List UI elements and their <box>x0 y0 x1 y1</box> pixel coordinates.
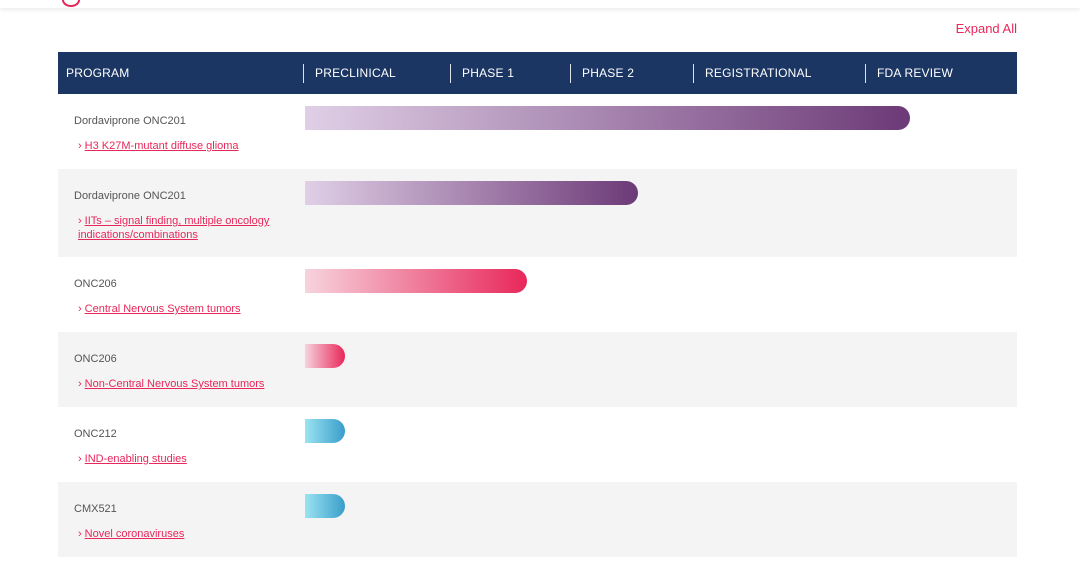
progress-bar <box>305 494 345 518</box>
progress-bar <box>305 344 345 368</box>
indication-link[interactable]: › H3 K27M-mutant diffuse glioma <box>78 139 303 153</box>
indication-link[interactable]: › Novel coronaviruses <box>78 527 303 541</box>
program-name: ONC206 <box>74 278 117 290</box>
logo-icon <box>62 0 80 7</box>
program-name: CMX521 <box>74 503 117 515</box>
program-name: ONC212 <box>74 428 117 440</box>
expand-all-link[interactable]: Expand All <box>955 21 1017 36</box>
table-row: Dordaviprone ONC201 › H3 K27M-mutant diff… <box>58 94 1017 169</box>
indication-label: Central Nervous System tumors <box>84 303 241 315</box>
column-header-preclinical: PRECLINICAL <box>303 52 396 94</box>
program-name: Dordaviprone ONC201 <box>74 190 186 202</box>
indication-link[interactable]: › Non-Central Nervous System tumors <box>78 377 303 391</box>
indication-label: H3 K27M-mutant diffuse glioma <box>84 140 239 152</box>
program-name: Dordaviprone ONC201 <box>74 115 186 127</box>
table-header: PROGRAM PRECLINICAL PHASE 1 PHASE 2 REGI… <box>58 52 1017 94</box>
chevron-right-icon: › <box>78 378 82 390</box>
top-navigation-bar <box>0 0 1080 8</box>
pipeline-table: PROGRAM PRECLINICAL PHASE 1 PHASE 2 REGI… <box>58 52 1017 557</box>
chevron-right-icon: › <box>78 215 82 227</box>
progress-bar <box>305 106 910 130</box>
table-row: ONC206 › Central Nervous System tumors <box>58 257 1017 332</box>
table-row: CMX521 › Novel coronaviruses <box>58 482 1017 557</box>
indication-link[interactable]: › IND-enabling studies <box>78 452 303 466</box>
indication-link[interactable]: › IITs – signal finding, multiple oncolog… <box>78 214 303 242</box>
column-header-program: PROGRAM <box>66 66 130 80</box>
program-name: ONC206 <box>74 353 117 365</box>
indication-label: Novel coronaviruses <box>84 528 185 540</box>
chevron-right-icon: › <box>78 528 82 540</box>
column-header-registrational: REGISTRATIONAL <box>693 52 812 94</box>
column-header-fda-review: FDA REVIEW <box>864 52 953 94</box>
indication-label: IND-enabling studies <box>84 453 187 465</box>
column-header-phase1: PHASE 1 <box>449 52 514 94</box>
chevron-right-icon: › <box>78 453 82 465</box>
indication-link[interactable]: › Central Nervous System tumors <box>78 302 303 316</box>
indication-label: IITs – signal finding, multiple oncology… <box>78 215 270 241</box>
chevron-right-icon: › <box>78 140 82 152</box>
table-row: ONC212 › IND-enabling studies <box>58 407 1017 482</box>
column-header-phase2: PHASE 2 <box>569 52 634 94</box>
table-row: ONC206 › Non-Central Nervous System tumor… <box>58 332 1017 407</box>
progress-bar <box>305 419 345 443</box>
table-row: Dordaviprone ONC201 › IITs – signal findi… <box>58 169 1017 257</box>
progress-bar <box>305 269 527 293</box>
indication-label: Non-Central Nervous System tumors <box>84 378 265 390</box>
chevron-right-icon: › <box>78 303 82 315</box>
progress-bar <box>305 181 638 205</box>
